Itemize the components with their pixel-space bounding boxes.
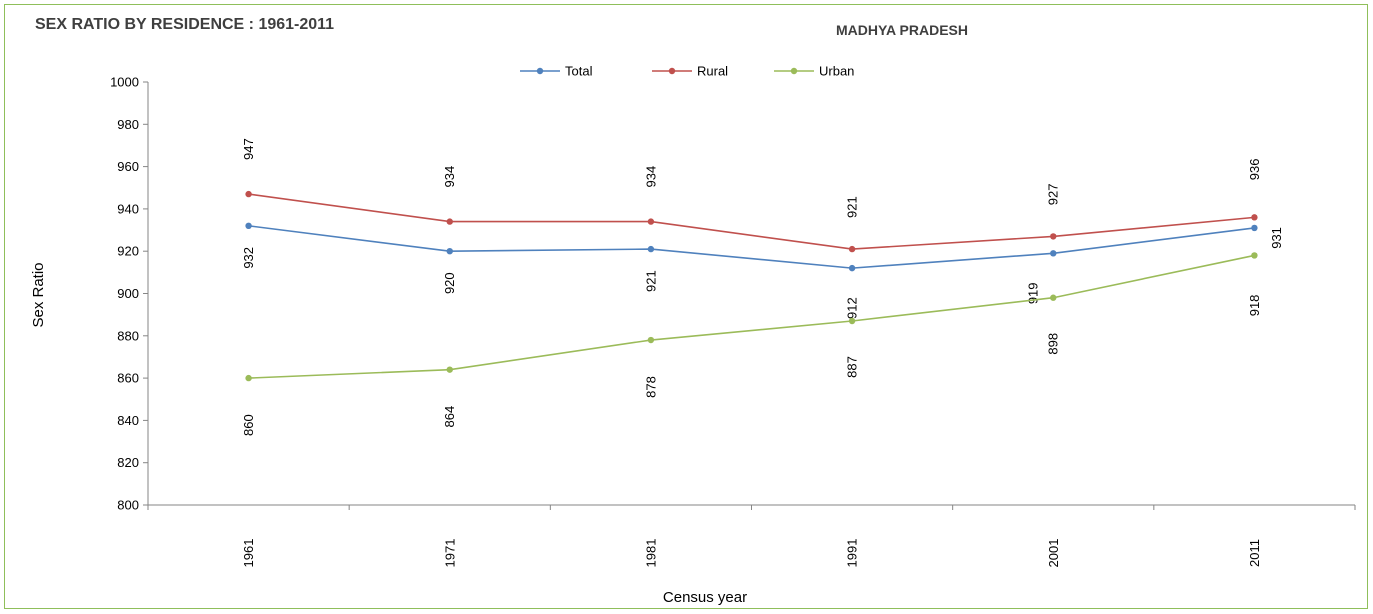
chart-frame: SEX RATIO BY RESIDENCE : 1961-2011 MADHY…: [4, 4, 1368, 609]
legend-marker: [790, 67, 798, 75]
y-tick-label: 840: [117, 413, 139, 428]
data-label: 934: [643, 166, 658, 188]
legend-item-total: Total: [520, 64, 593, 79]
data-label: 878: [643, 376, 658, 398]
y-tick-label: 1000: [110, 75, 139, 90]
data-point: [1251, 252, 1258, 259]
data-label: 921: [845, 196, 860, 218]
data-label: 920: [442, 272, 457, 294]
y-tick-label: 880: [117, 328, 139, 343]
x-axis-label: Census year: [663, 589, 747, 606]
axes: 800 820 840 860 880 900 920 940 960 980 1000 1961 19…: [110, 75, 1356, 568]
legend-label: Rural: [697, 64, 728, 79]
data-label: 919: [1026, 282, 1041, 304]
data-point: [848, 317, 856, 325]
data-label: 927: [1046, 184, 1061, 206]
y-tick-label: 860: [117, 371, 139, 386]
y-tick-label: 800: [117, 498, 139, 513]
data-point: [1251, 214, 1258, 221]
data-label: 918: [1247, 295, 1262, 317]
data-point: [848, 245, 856, 253]
data-point: [245, 190, 252, 198]
legend-item-rural: Rural: [652, 64, 728, 79]
legend-label: Total: [565, 64, 593, 79]
x-tick-label: 1961: [241, 539, 256, 568]
line-chart: SEX RATIO BY RESIDENCE : 1961-2011 MADHY…: [30, 16, 1356, 606]
x-tick-label: 1991: [845, 539, 860, 568]
data-label: 912: [845, 297, 860, 319]
y-tick-label: 920: [117, 244, 139, 259]
data-label: 931: [1269, 227, 1284, 249]
legend-marker: [668, 67, 676, 75]
data-label: 947: [241, 138, 256, 160]
chart-title: SEX RATIO BY RESIDENCE : 1961-2011: [35, 16, 334, 33]
data-label: 864: [442, 406, 457, 428]
data-label: 887: [845, 356, 860, 378]
data-point: [245, 222, 252, 230]
series-line: [248, 254, 1255, 379]
series-line: [248, 225, 1255, 269]
y-tick-label: 820: [117, 455, 139, 470]
data-point: [245, 374, 252, 382]
x-tick-label: 1971: [442, 539, 457, 568]
data-label: 898: [1046, 333, 1061, 355]
data-label: 934: [442, 166, 457, 188]
legend: Total Rural Urban: [520, 64, 854, 79]
series-line: [248, 193, 1255, 250]
series-rural: 947 934 934 921 927 936: [241, 138, 1262, 253]
y-axis-label: Sex Ratio: [30, 262, 47, 327]
x-tick-label: 2001: [1046, 539, 1061, 568]
x-tick-label: 2011: [1247, 539, 1262, 567]
data-label: 932: [241, 247, 256, 269]
data-point: [647, 336, 655, 344]
data-point: [446, 366, 453, 373]
legend-label: Urban: [819, 64, 854, 79]
data-label: 936: [1247, 159, 1262, 181]
data-point: [647, 218, 655, 225]
data-label: 860: [241, 414, 256, 436]
chart-subtitle: MADHYA PRADESH: [836, 22, 968, 38]
data-point: [647, 245, 655, 253]
legend-item-urban: Urban: [774, 64, 854, 79]
data-point: [1251, 224, 1258, 232]
x-tick-label: 1981: [643, 539, 658, 568]
data-point: [848, 264, 856, 272]
y-tick-label: 960: [117, 159, 139, 174]
data-point: [1050, 233, 1057, 240]
series-urban: 860 864 878 887 898 918: [241, 252, 1262, 436]
data-label: 921: [643, 270, 658, 292]
y-tick-label: 940: [117, 201, 139, 216]
y-tick-label: 980: [117, 117, 139, 132]
data-point: [1050, 250, 1057, 257]
series-total: 932 920 921 912 919 931: [241, 222, 1284, 319]
data-point: [446, 248, 453, 255]
data-point: [1050, 294, 1057, 301]
y-tick-label: 900: [117, 286, 139, 301]
legend-marker: [536, 67, 544, 75]
data-point: [446, 218, 453, 225]
